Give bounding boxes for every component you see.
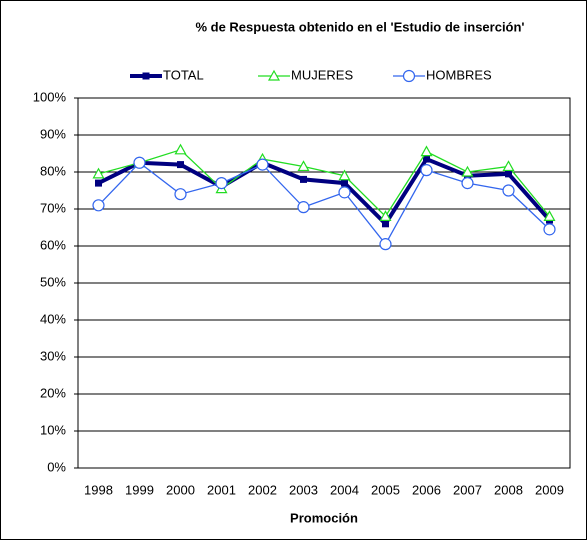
- x-tick-label: 2009: [535, 482, 564, 497]
- x-axis-title: Promoción: [290, 510, 358, 525]
- marker: [92, 199, 105, 212]
- y-tick-label: 90%: [40, 126, 66, 141]
- y-tick-label: 60%: [40, 237, 66, 252]
- marker: [133, 156, 146, 169]
- x-tick-label: 2000: [166, 482, 195, 497]
- x-tick-label: 2002: [248, 482, 277, 497]
- marker: [215, 177, 228, 190]
- marker: [543, 210, 556, 221]
- y-tick-label: 70%: [40, 200, 66, 215]
- marker: [300, 175, 307, 183]
- marker: [461, 165, 474, 177]
- y-tick-label: 10%: [40, 422, 66, 437]
- legend-label: TOTAL: [163, 67, 204, 82]
- legend-marker: [267, 69, 281, 81]
- x-tick-label: 2004: [330, 482, 359, 497]
- x-tick-label: 2003: [289, 482, 318, 497]
- marker: [174, 143, 187, 155]
- marker: [177, 161, 184, 169]
- x-tick-label: 2005: [371, 482, 400, 497]
- legend-marker: [142, 72, 150, 80]
- marker: [420, 145, 433, 157]
- marker: [502, 160, 515, 172]
- legend-label: HOMBRES: [426, 67, 492, 82]
- marker: [420, 164, 433, 177]
- y-tick-label: 20%: [40, 385, 66, 400]
- marker: [382, 220, 389, 228]
- x-tick-label: 1999: [125, 482, 154, 497]
- legend-label: MUJERES: [291, 67, 353, 82]
- marker: [505, 170, 512, 178]
- marker: [461, 177, 474, 190]
- marker: [174, 188, 187, 201]
- series-line: [98, 149, 551, 218]
- marker: [543, 223, 556, 236]
- marker: [256, 158, 269, 171]
- chart-title: % de Respuesta obtenido en el 'Estudio d…: [195, 19, 524, 34]
- marker: [379, 238, 392, 251]
- y-tick-label: 0%: [47, 459, 66, 474]
- y-tick-label: 30%: [40, 348, 66, 363]
- marker: [297, 201, 310, 214]
- series-line: [98, 161, 550, 246]
- x-tick-label: 1998: [84, 482, 113, 497]
- y-tick-label: 40%: [40, 311, 66, 326]
- marker: [95, 179, 102, 187]
- x-tick-label: 2006: [412, 482, 441, 497]
- y-tick-label: 100%: [33, 89, 67, 104]
- x-tick-label: 2007: [453, 482, 482, 497]
- marker: [338, 186, 351, 199]
- marker: [341, 179, 348, 187]
- legend-marker: [402, 69, 416, 83]
- marker: [502, 184, 515, 197]
- marker: [92, 167, 105, 179]
- marker: [379, 210, 392, 221]
- y-tick-label: 80%: [40, 163, 66, 178]
- marker: [338, 169, 351, 181]
- marker: [297, 160, 310, 172]
- x-tick-label: 2001: [207, 482, 236, 497]
- y-tick-label: 50%: [40, 274, 66, 289]
- series-line: [97, 156, 551, 227]
- marker: [423, 155, 430, 163]
- x-tick-label: 2008: [494, 482, 523, 497]
